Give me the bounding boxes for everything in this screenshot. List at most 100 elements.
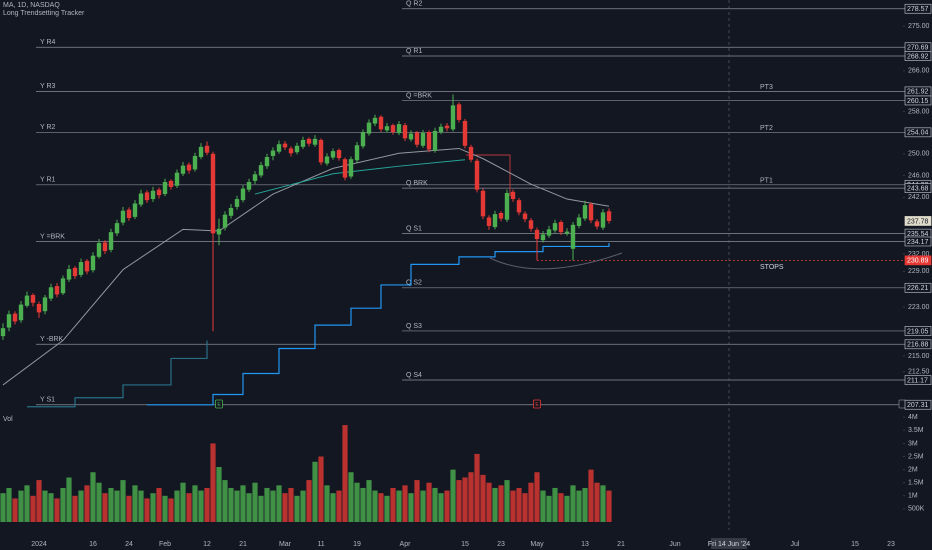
candle-body xyxy=(270,150,276,156)
last-price: 237.78 xyxy=(907,218,929,225)
volume-bar xyxy=(24,485,30,522)
level-value: 260.15 xyxy=(907,98,929,105)
x-tick-label: 13 xyxy=(581,541,589,548)
candle-body xyxy=(522,213,528,220)
volume-bar xyxy=(72,495,78,522)
candle-body xyxy=(432,130,438,151)
indicator-line xyxy=(2,147,610,386)
volume-bar xyxy=(312,461,318,522)
volume-bar xyxy=(6,487,12,522)
candle-body xyxy=(24,295,30,306)
candle-body xyxy=(114,223,120,234)
target-label: PT2 xyxy=(760,125,773,132)
level-value: 219.05 xyxy=(907,328,929,335)
volume-bar xyxy=(594,482,600,522)
volume-bar xyxy=(414,480,420,522)
target-label: PT1 xyxy=(760,178,773,185)
candle-body xyxy=(414,132,420,145)
volume-bar xyxy=(318,456,324,522)
candle-body xyxy=(546,229,552,236)
candle-body xyxy=(318,139,324,163)
volume-bar xyxy=(30,495,36,522)
level-value-box xyxy=(904,326,932,336)
x-tick-label: 23 xyxy=(887,541,895,548)
volume-bar xyxy=(438,493,444,522)
candle-body xyxy=(606,211,612,221)
candle-body xyxy=(588,204,594,221)
event-marker xyxy=(215,399,223,409)
crosshair-label: Fri 14 Jun '24 xyxy=(708,541,750,548)
candle-body xyxy=(462,120,468,146)
volume-bar xyxy=(330,493,336,522)
candle-body xyxy=(594,221,600,227)
candle-body xyxy=(438,126,444,132)
volume-bar xyxy=(114,490,120,522)
volume-bar xyxy=(336,490,342,522)
box-outline xyxy=(466,154,511,196)
volume-bar xyxy=(126,495,132,522)
volume-tick-label: 2.5M xyxy=(908,453,924,460)
y-tick-label: 258.00 xyxy=(908,108,930,115)
candle-body xyxy=(528,220,534,229)
candle-body xyxy=(36,303,42,313)
y-tick-label: 223.00 xyxy=(908,304,930,311)
volume-bar xyxy=(408,493,414,522)
candle-body xyxy=(294,145,300,153)
candle-body xyxy=(252,174,258,181)
x-tick-label: Feb xyxy=(159,541,171,548)
candle-body xyxy=(306,138,312,144)
y-tick-label: 275.00 xyxy=(908,23,930,30)
candle-body xyxy=(384,126,390,131)
candle-body xyxy=(228,207,234,216)
last-price-box xyxy=(904,216,932,226)
arc xyxy=(489,252,623,270)
level-label: Q S2 xyxy=(406,280,422,287)
level-label: Q S3 xyxy=(406,323,422,330)
y-tick-label: 266.00 xyxy=(908,68,930,75)
level-value-box xyxy=(904,375,932,385)
volume-bar xyxy=(498,485,504,522)
candle-body xyxy=(450,105,456,130)
x-tick-label: May xyxy=(530,541,544,548)
candle-body xyxy=(444,125,450,129)
stop-value: 230.89 xyxy=(907,258,929,265)
volume-bar xyxy=(228,487,234,522)
candle-body xyxy=(492,214,498,228)
y-tick-label: 215.00 xyxy=(908,353,930,360)
candle-body xyxy=(18,304,24,321)
volume-bar xyxy=(168,498,174,522)
level-label: Y R4 xyxy=(40,39,56,46)
x-tick-label: 2024 xyxy=(31,541,47,548)
candle-body xyxy=(12,313,18,322)
volume-bar xyxy=(270,490,276,522)
volume-bar xyxy=(294,495,300,522)
level-label: Q =BRK xyxy=(406,92,432,99)
chart-title: MA, 1D, NASDAQ xyxy=(3,2,60,9)
level-label: Q S4 xyxy=(406,372,422,379)
candle-body xyxy=(312,138,318,145)
candle-body xyxy=(96,243,102,257)
candle-body xyxy=(30,295,36,303)
candle-body xyxy=(0,328,6,337)
volume-bar xyxy=(450,469,456,522)
candle-body xyxy=(564,231,570,234)
volume-bar xyxy=(120,480,126,522)
y-tick-label: 229.00 xyxy=(908,268,930,275)
candle-body xyxy=(192,155,198,170)
candle-body xyxy=(6,314,12,328)
event-label: E xyxy=(535,402,539,408)
volume-bar xyxy=(480,474,486,522)
candle-body xyxy=(504,192,510,220)
x-tick-label: 15 xyxy=(851,541,859,548)
y-tick-label: 246.00 xyxy=(908,172,930,179)
volume-bar xyxy=(252,482,258,522)
volume-bar xyxy=(108,487,114,522)
level-value: 268.92 xyxy=(907,53,929,60)
volume-bar xyxy=(534,472,540,522)
volume-bar xyxy=(426,482,432,522)
candle-body xyxy=(210,153,216,234)
volume-bar xyxy=(456,480,462,522)
